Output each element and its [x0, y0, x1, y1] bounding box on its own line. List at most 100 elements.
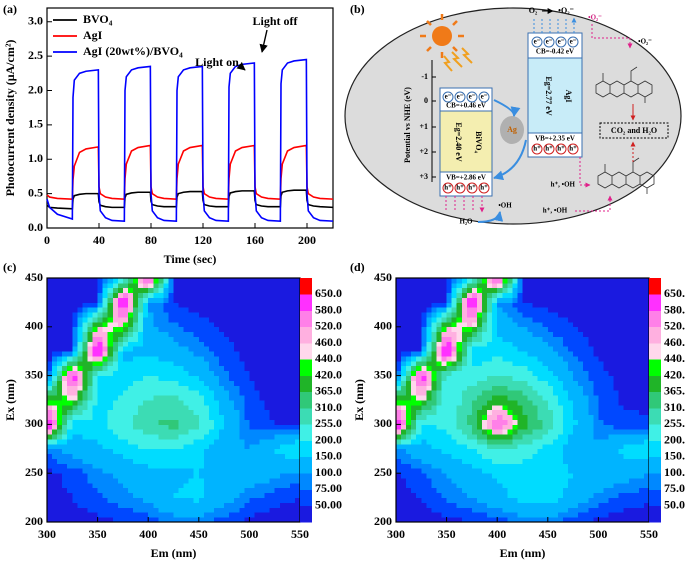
contour-cell	[213, 487, 220, 494]
contour-cell	[153, 424, 159, 430]
contour-cell	[47, 341, 53, 347]
contour-cell	[623, 356, 630, 362]
contour-cell	[628, 385, 635, 391]
contour-cell	[219, 287, 225, 294]
contour-cell	[62, 297, 68, 303]
contour-cell	[396, 380, 402, 386]
contour-cell	[562, 336, 569, 342]
contour-cell	[294, 478, 301, 484]
contour-cell	[466, 424, 473, 430]
contour-cell	[562, 302, 569, 308]
contour-cell	[92, 453, 98, 459]
contour-cell	[497, 360, 503, 367]
contour-cell	[557, 419, 564, 425]
contour-cell	[254, 302, 260, 308]
contour-cell	[102, 497, 109, 503]
contour-cell	[173, 453, 179, 459]
contour-cell	[92, 473, 98, 479]
contour-cell	[568, 326, 574, 333]
contour-cell	[294, 282, 301, 289]
contour-cell	[173, 370, 179, 376]
contour-cell	[208, 419, 215, 425]
contour-cell	[476, 317, 483, 323]
contour-cell	[92, 419, 98, 425]
contour-cell	[593, 341, 599, 347]
contour-cell	[153, 482, 159, 489]
contour-cell	[643, 497, 650, 503]
contour-cell	[492, 351, 498, 357]
contour-cell	[456, 297, 463, 303]
contour-cell	[598, 517, 604, 523]
contour-cell	[153, 351, 159, 357]
contour-cell	[557, 312, 564, 318]
contour-cell	[411, 356, 417, 362]
contour-cell	[224, 346, 230, 352]
contour-cell	[578, 326, 584, 333]
contour-cell	[476, 448, 483, 455]
contour-cell	[583, 429, 589, 435]
contour-cell	[552, 317, 559, 323]
contour-cell	[269, 419, 276, 425]
contour-cell	[497, 370, 503, 376]
contour-cell	[446, 497, 453, 503]
contour-cell	[603, 360, 609, 367]
contour-cell	[67, 458, 73, 464]
contour-cell	[593, 463, 599, 469]
contour-cell	[446, 439, 453, 445]
contour-cell	[163, 507, 169, 513]
contour-cell	[57, 331, 63, 337]
contour-cell	[643, 356, 650, 362]
contour-cell	[198, 375, 205, 381]
contour-cell	[411, 502, 417, 508]
contour-cell	[234, 278, 240, 284]
contour-cell	[618, 463, 625, 469]
contour-cell	[249, 487, 255, 494]
contour-cell	[158, 473, 164, 479]
contour-cell	[542, 502, 549, 508]
contour-cell	[87, 434, 93, 440]
contour-cell	[512, 404, 518, 411]
contour-cell	[476, 404, 483, 411]
contour-cell	[193, 365, 200, 372]
contour-cell	[396, 448, 402, 455]
contour-cell	[482, 341, 488, 347]
contour-cell	[416, 380, 422, 386]
contour-cell	[133, 370, 139, 376]
contour-cell	[416, 297, 422, 303]
contour-cell	[436, 326, 442, 333]
contour-cell	[203, 443, 210, 450]
contour-cell	[117, 453, 124, 459]
contour-cell	[269, 507, 276, 513]
contour-cell	[593, 331, 599, 337]
contour-cell	[522, 317, 528, 323]
contour-cell	[552, 487, 559, 494]
contour-cell	[213, 434, 220, 440]
contour-cell	[173, 351, 179, 357]
contour-cell	[406, 424, 412, 430]
contour-cell	[62, 453, 68, 459]
contour-cell	[279, 429, 286, 435]
contour-cell	[239, 443, 245, 450]
contour-cell	[593, 321, 599, 328]
contour-cell	[168, 365, 174, 372]
contour-cell	[87, 492, 93, 498]
contour-cell	[52, 365, 58, 372]
contour-cell	[163, 360, 169, 367]
contour-cell	[138, 439, 144, 445]
contour-cell	[178, 453, 185, 459]
contour-cell	[623, 336, 630, 342]
contour-cell	[436, 478, 442, 484]
contour-cell	[451, 356, 458, 362]
contour-cell	[168, 448, 174, 455]
contour-cell	[188, 424, 195, 430]
contour-cell	[112, 278, 119, 284]
annotation: Light on	[195, 55, 239, 69]
contour-cell	[588, 453, 594, 459]
contour-cell	[552, 346, 559, 352]
contour-cell	[47, 278, 53, 284]
contour-cell	[633, 419, 640, 425]
contour-cell	[97, 356, 104, 362]
contour-cell	[249, 351, 255, 357]
metal-label: Ag	[507, 125, 517, 134]
contour-cell	[451, 287, 458, 294]
